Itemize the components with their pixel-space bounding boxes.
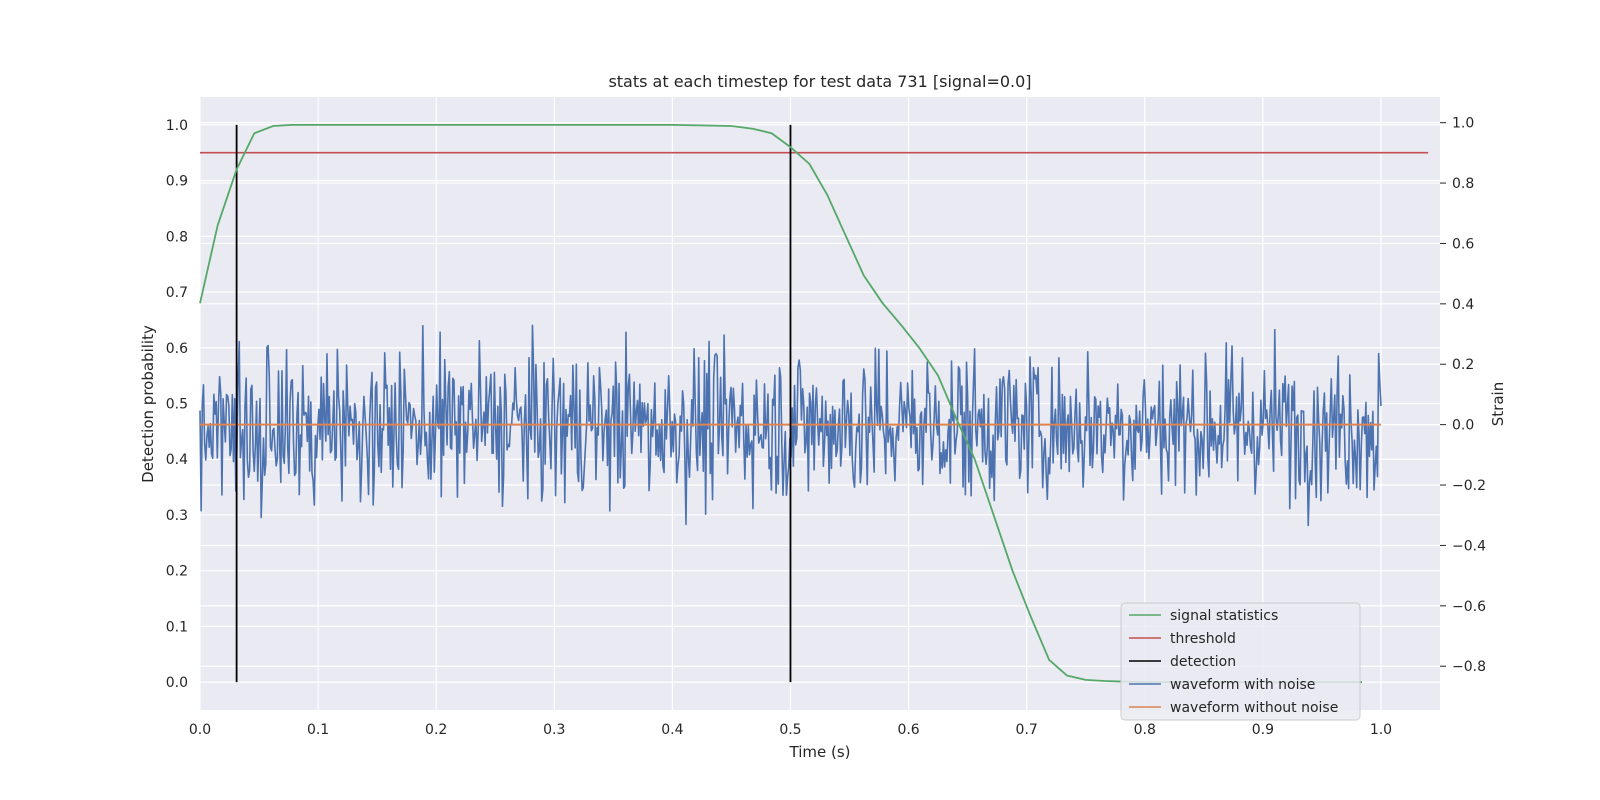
x-tick-label: 0.4 (661, 722, 683, 738)
y-tick-label: 0.4 (166, 452, 188, 468)
y-axis-right: −0.8 −0.6 −0.4 −0.2 0.0 0.2 0.4 0.6 0.8 1.0 (1440, 116, 1486, 675)
y2-tick-label: 0.2 (1452, 357, 1474, 373)
x-tick-label: 0.7 (1016, 722, 1038, 738)
x-tick-label: 0.8 (1134, 722, 1156, 738)
y-tick-label: 1.0 (166, 118, 188, 134)
y-tick-label: 0.6 (166, 341, 188, 357)
x-tick-label: 0.5 (779, 722, 801, 738)
legend-label-signal-statistics: signal statistics (1170, 608, 1278, 624)
x-tick-label: 0.1 (307, 722, 329, 738)
x-tick-label: 1.0 (1370, 722, 1392, 738)
series-layer (199, 123, 1429, 684)
y-tick-label: 0.8 (166, 229, 188, 245)
y-tick-label: 0.3 (166, 508, 188, 524)
y-tick-label: 0.2 (166, 564, 188, 580)
x-tick-label: 0.0 (189, 722, 211, 738)
y2-tick-label: 0.6 (1452, 236, 1474, 252)
y-axis-left: 0.0 0.1 0.2 0.3 0.4 0.5 0.6 0.7 0.8 0.9 1.0 (166, 118, 188, 691)
series-signal-statistics (199, 123, 1363, 684)
y2-tick-label: 0.8 (1452, 176, 1474, 192)
legend: signal statistics threshold detection wa… (1120, 602, 1361, 721)
legend-label-waveform-with-noise: waveform with noise (1170, 677, 1315, 693)
y-tick-label: 0.0 (166, 675, 188, 691)
x-tick-label: 0.9 (1252, 722, 1274, 738)
y2-axis-title: Strain (1489, 382, 1507, 426)
y2-tick-label: −0.2 (1452, 478, 1486, 494)
legend-box (1120, 602, 1361, 721)
legend-label-threshold: threshold (1170, 631, 1236, 647)
y2-tick-label: −0.4 (1452, 538, 1486, 554)
y2-tick-label: −0.8 (1452, 659, 1486, 675)
y-tick-label: 0.1 (166, 619, 188, 635)
y2-tick-label: 0.0 (1452, 418, 1474, 434)
y-tick-label: 0.7 (166, 285, 188, 301)
x-tick-label: 0.6 (897, 722, 919, 738)
y2-tick-label: 1.0 (1452, 116, 1474, 132)
y-tick-label: 0.5 (166, 397, 188, 413)
x-tick-label: 0.3 (543, 722, 565, 738)
y2-tick-label: −0.6 (1452, 599, 1486, 615)
legend-label-detection: detection (1170, 654, 1236, 670)
x-axis: 0.0 0.1 0.2 0.3 0.4 0.5 0.6 0.7 0.8 0.9 1.0 (189, 722, 1392, 738)
legend-label-waveform-without-noise: waveform without noise (1170, 700, 1338, 716)
y-tick-label: 0.9 (166, 174, 188, 190)
y2-tick-label: 0.4 (1452, 297, 1474, 313)
x-tick-label: 0.2 (425, 722, 447, 738)
chart-title: stats at each timestep for test data 731… (608, 72, 1031, 91)
x-axis-title: Time (s) (789, 743, 851, 761)
y-axis-title: Detection probability (139, 325, 157, 483)
